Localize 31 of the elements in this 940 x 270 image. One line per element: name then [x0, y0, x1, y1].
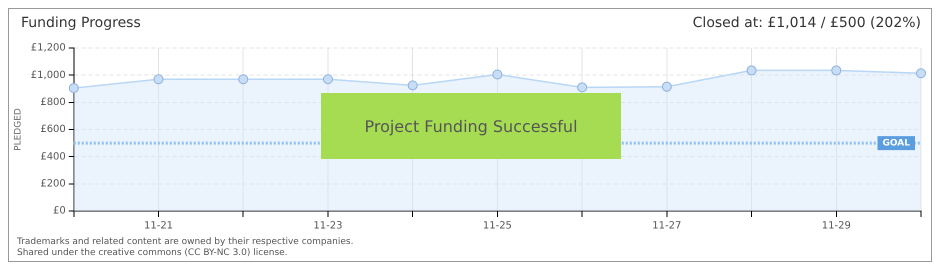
y-tick-label: £600: [40, 124, 66, 136]
point: [746, 65, 757, 76]
x-tick-label: 11-21: [144, 220, 174, 232]
ref-line-label: GOAL: [882, 138, 910, 148]
point: [831, 65, 842, 76]
x-tick-label: 11-23: [313, 220, 342, 232]
point: [238, 74, 248, 84]
y-tick-label: £1,000: [30, 70, 66, 81]
chart-subtitle: Closed at: £1,014 / £500 (202%): [692, 15, 921, 33]
annotation: Project Funding Successful: [364, 116, 578, 136]
y-tick-label: £800: [40, 96, 66, 108]
chart-title: Funding Progress: [21, 15, 141, 33]
point: [492, 69, 502, 80]
text: Shared under the creative commons (CC BY-NC 3.0) license.: [17, 248, 289, 259]
y-tick-label: £1,200: [30, 42, 66, 54]
y-axis-title: PLEDGED: [14, 108, 24, 151]
y-tick-label: £200: [40, 178, 66, 190]
point: [154, 74, 164, 84]
x-tick-label: 11-29: [822, 220, 851, 232]
point: [662, 82, 672, 92]
point: [68, 83, 79, 94]
point: [577, 82, 588, 92]
y-tick-label: £0: [53, 206, 66, 217]
y-tick-label: £400: [40, 151, 66, 162]
x-tick-label: 11-25: [482, 220, 512, 232]
point: [322, 74, 333, 84]
text: Trademarks and related content are owned by their respective companies.: [17, 237, 354, 248]
point: [916, 68, 926, 78]
x-tick-label: 11-27: [652, 220, 682, 232]
banner: Project Funding Successful: [321, 93, 621, 159]
point: [408, 80, 418, 90]
